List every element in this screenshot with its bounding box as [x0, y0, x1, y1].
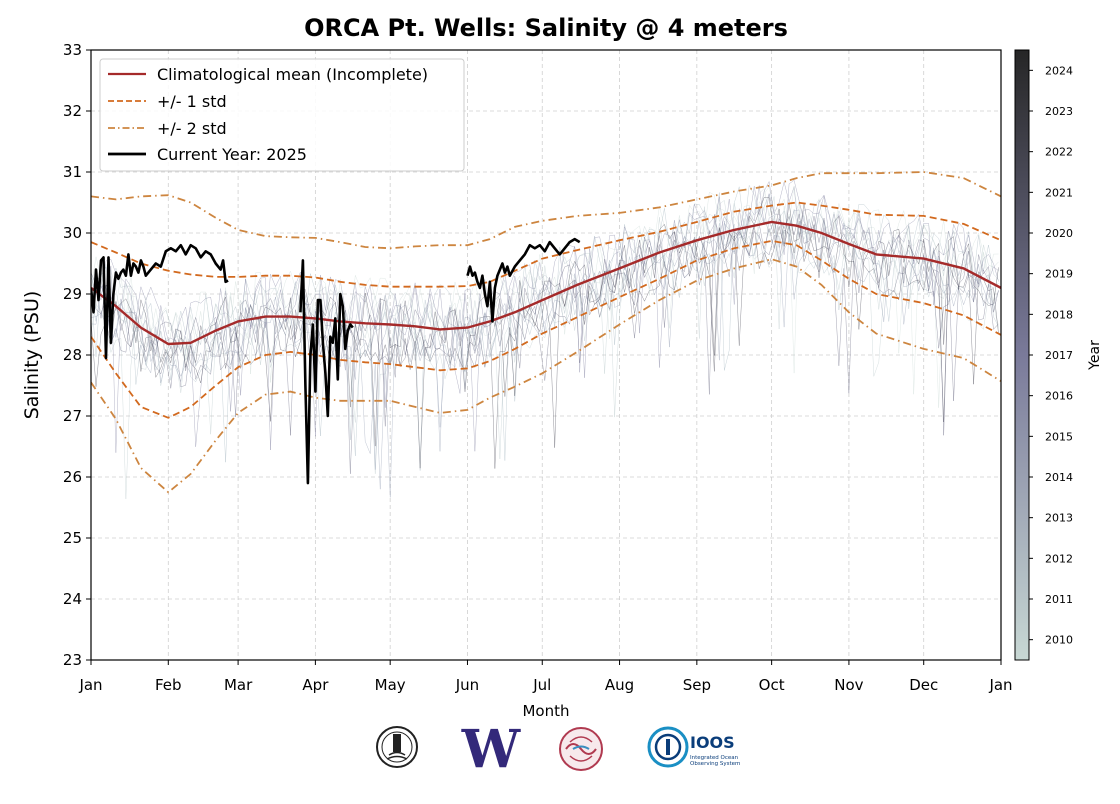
uw-logo-letter: W [461, 719, 522, 780]
x-tick-label: Dec [909, 676, 938, 694]
legend-label-2std: +/- 2 std [157, 119, 227, 138]
colorbar-tick-label: 2020 [1045, 227, 1073, 240]
colorbar-tick-label: 2010 [1045, 634, 1073, 647]
x-tick-label: Nov [834, 676, 863, 694]
minus-1std-line [91, 239, 1001, 419]
colorbar-tick-label: 2024 [1045, 64, 1073, 77]
colorbar-tick-label: 2018 [1045, 308, 1073, 321]
x-tick-label: Jun [455, 676, 479, 694]
colorbar: 2010 2011 2012 2013 2014 2015 2016 2017 2018 2019… [1014, 49, 1103, 661]
x-tick-label: Sep [683, 676, 711, 694]
colorbar-ticks: 2010 2011 2012 2013 2014 2015 2016 2017 2018 2019… [1029, 64, 1073, 647]
ioos-logo-subtext: Integrated Ocean [690, 755, 739, 761]
historical-year-trace [91, 197, 999, 469]
x-tick-label: Apr [302, 676, 329, 694]
plus-1std-line [91, 201, 1001, 288]
historical-year-trace [91, 182, 999, 453]
y-tick-label: 24 [63, 590, 82, 608]
colorbar-tick-label: 2022 [1045, 146, 1073, 159]
historical-year-trace [91, 221, 999, 499]
historical-years-traces [91, 179, 999, 499]
y-axis-label: Salinity (PSU) [21, 291, 43, 420]
historical-year-trace [91, 213, 999, 474]
colorbar-label: Year [1087, 340, 1103, 371]
legend-label-mean: Climatological mean (Incomplete) [157, 65, 428, 84]
colorbar-tick-label: 2015 [1045, 430, 1073, 443]
historical-year-trace [91, 187, 999, 459]
y-tick-label: 27 [63, 407, 82, 425]
historical-year-trace [91, 206, 999, 470]
colorbar-tick-label: 2019 [1045, 268, 1073, 281]
ioos-logo-subtext-2: Observing System [690, 761, 740, 767]
plus-2std-line [91, 171, 1001, 250]
legend-label-1std: +/- 1 std [157, 92, 227, 111]
ioos-logo: IOOS Integrated Ocean Observing System [647, 726, 740, 768]
x-tick-label: Feb [155, 676, 182, 694]
y-tick-label: 26 [63, 468, 82, 486]
y-tick-label: 25 [63, 529, 82, 547]
x-tick-label: Jan [78, 676, 102, 694]
current-year-line [466, 237, 581, 323]
mean-line [91, 220, 1001, 346]
ioos-logo-text: IOOS [690, 733, 735, 752]
colorbar-gradient [1014, 49, 1030, 661]
historical-year-trace [91, 179, 999, 451]
x-tick-label: Mar [224, 676, 253, 694]
y-tick-label: 31 [63, 163, 82, 181]
y-axis-ticks: 23 24 25 26 27 28 29 30 31 32 33 [63, 41, 91, 669]
minus-2std-line [91, 258, 1001, 494]
series-lines [91, 171, 1001, 494]
colorbar-tick-label: 2023 [1045, 105, 1073, 118]
y-tick-label: 29 [63, 285, 82, 303]
x-axis-ticks: Jan Feb Mar Apr May Jun Jul Aug Sep Oct Nov Dec Jan [78, 660, 1013, 694]
y-tick-label: 32 [63, 102, 82, 120]
current-year-line [299, 259, 354, 485]
logo-row: W IOOS Integrated Ocean Observing System [376, 719, 740, 780]
colorbar-tick-label: 2014 [1045, 471, 1073, 484]
legend-box [99, 58, 465, 172]
x-tick-label: Jul [532, 676, 551, 694]
colorbar-tick-label: 2013 [1045, 512, 1073, 525]
current-year-line [91, 243, 229, 360]
colorbar-tick-label: 2012 [1045, 552, 1073, 565]
historical-year-trace [91, 185, 999, 375]
historical-year-trace [91, 214, 999, 463]
legend-label-current: Current Year: 2025 [157, 145, 307, 164]
colorbar-tick-label: 2021 [1045, 186, 1073, 199]
colorbar-tick-label: 2011 [1045, 593, 1073, 606]
colorbar-tick-label: 2016 [1045, 390, 1073, 403]
uw-logo: W [461, 719, 522, 780]
historical-year-trace [91, 223, 999, 394]
x-tick-label: Oct [759, 676, 785, 694]
y-tick-label: 28 [63, 346, 82, 364]
x-tick-label: Aug [605, 676, 634, 694]
nanoos-logo [559, 727, 603, 771]
x-tick-label: Jan [988, 676, 1012, 694]
chart-title: ORCA Pt. Wells: Salinity @ 4 meters [304, 14, 788, 42]
legend: Climatological mean (Incomplete) +/- 1 s… [99, 58, 465, 172]
y-tick-label: 23 [63, 651, 82, 669]
colorbar-tick-label: 2017 [1045, 349, 1073, 362]
x-axis-label: Month [522, 702, 569, 720]
y-tick-label: 33 [63, 41, 82, 59]
x-tick-label: May [375, 676, 406, 694]
lighthouse-seal-logo [376, 726, 418, 768]
y-tick-label: 30 [63, 224, 82, 242]
